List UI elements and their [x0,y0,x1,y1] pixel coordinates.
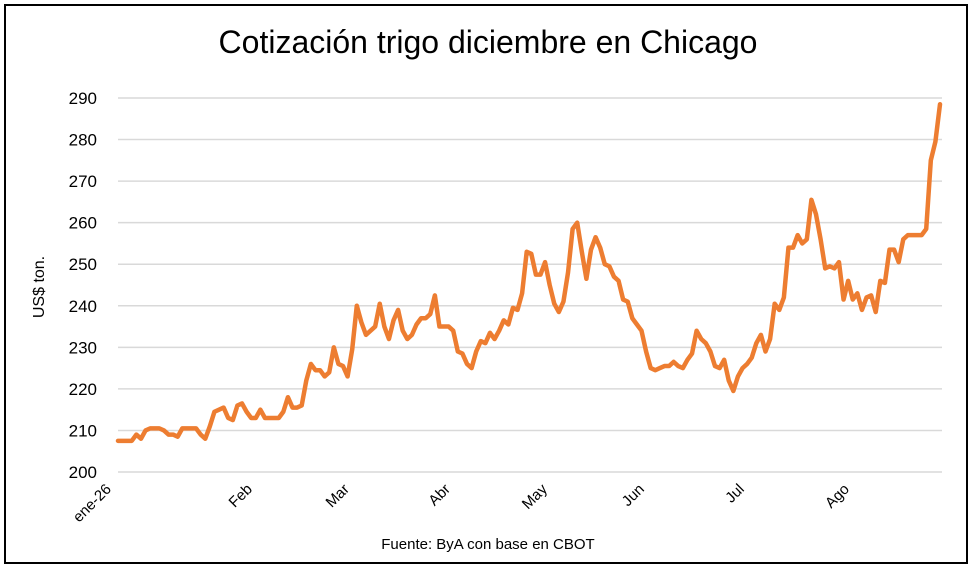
chart-title: Cotización trigo diciembre en Chicago [218,24,758,60]
x-tick-label: Feb [226,481,256,511]
y-tick-label: 210 [69,421,97,440]
y-tick-label: 250 [69,255,97,274]
y-tick-label: 270 [69,172,97,191]
y-tick-label: 290 [69,89,97,108]
y-axis-ticks: 200 210 220 230 240 250 260 270 280 290 [69,89,97,482]
y-tick-label: 220 [69,380,97,399]
x-tick-label: Abr [425,481,454,510]
x-tick-label: Jun [619,481,648,510]
source-note: Fuente: ByA con base en CBOT [381,536,595,553]
x-tick-label: ene-26 [70,481,115,526]
x-tick-label: Jul [722,481,748,507]
x-tick-label: May [519,480,551,512]
x-tick-label: Mar [323,481,353,511]
x-tick-label: Ago [822,481,853,512]
y-tick-label: 280 [69,131,97,150]
gridlines [118,97,942,473]
y-tick-label: 200 [69,463,97,482]
y-tick-label: 230 [69,338,97,357]
series-line [115,101,943,444]
y-tick-label: 240 [69,297,97,316]
y-axis-label: US$ ton. [31,256,48,318]
x-axis-ticks: ene-26 Feb Mar Abr May Jun Jul Ago [70,480,853,525]
y-tick-label: 260 [69,214,97,233]
